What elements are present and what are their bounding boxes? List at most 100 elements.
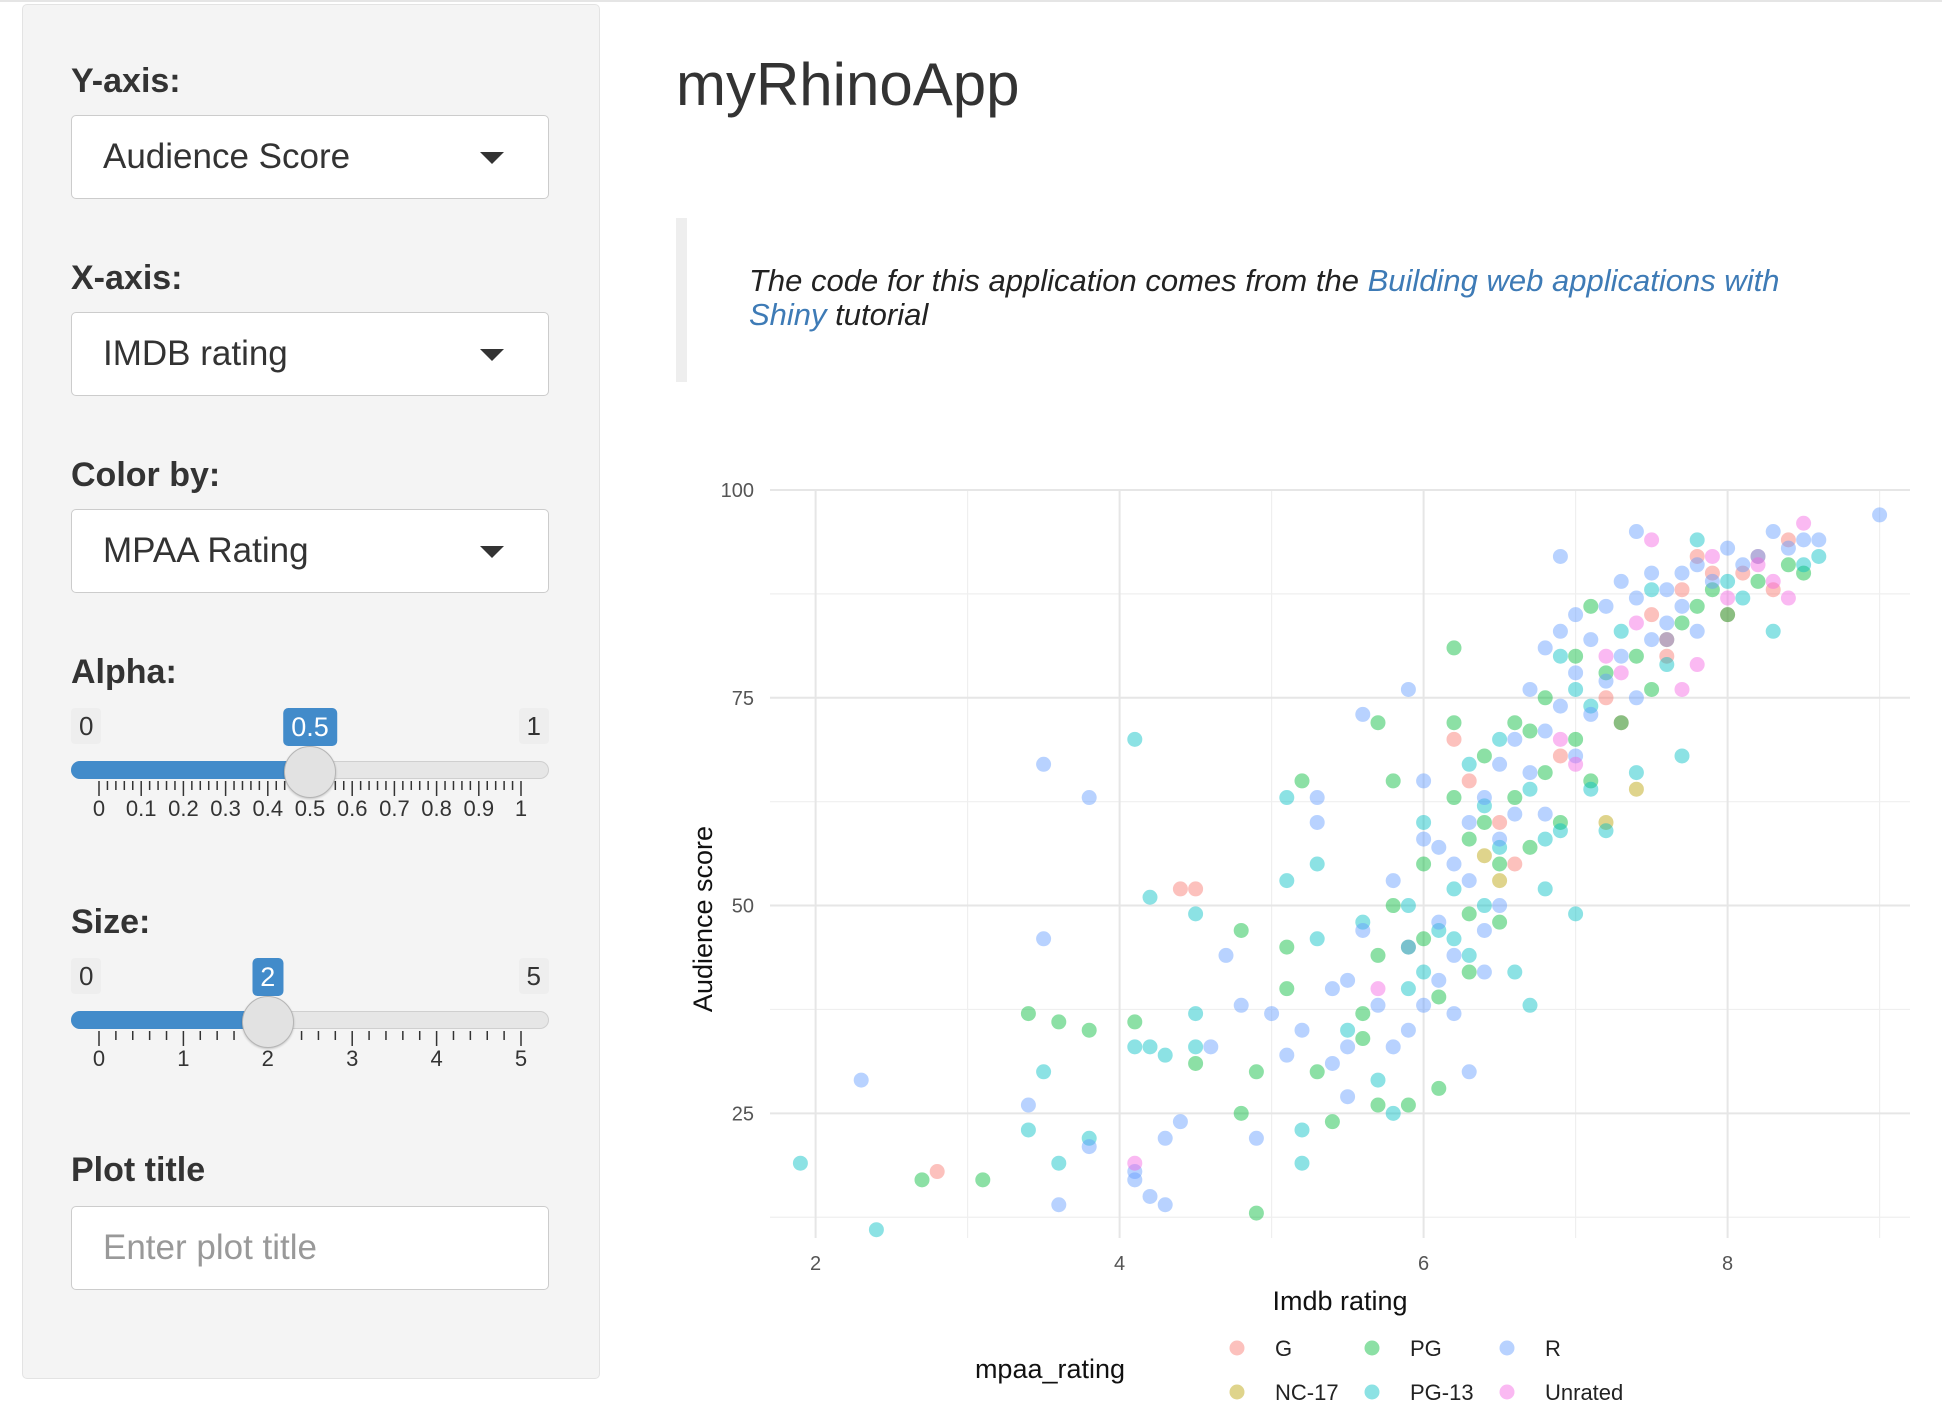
- point-pg-13: [792, 1155, 808, 1171]
- point-pg-13: [1811, 548, 1827, 564]
- point-r: [1644, 565, 1660, 581]
- point-pg: [1674, 615, 1690, 631]
- plot-title-input[interactable]: [71, 1206, 549, 1290]
- point-r: [1340, 1089, 1356, 1105]
- x-axis-select[interactable]: IMDB rating: [71, 312, 549, 396]
- point-r: [1157, 1130, 1173, 1146]
- point-pg-13: [1522, 781, 1538, 797]
- point-g: [1720, 607, 1736, 623]
- chevron-down-icon: [480, 152, 504, 164]
- point-r: [1476, 964, 1492, 980]
- y-tick-label: 75: [732, 688, 754, 710]
- point-r: [1720, 540, 1736, 556]
- point-pg-13: [1036, 1064, 1052, 1080]
- point-pg-13: [1340, 1022, 1356, 1038]
- y-tick-label: 50: [732, 896, 754, 918]
- point-pg-13: [1720, 573, 1736, 589]
- point-pg: [1233, 1105, 1249, 1121]
- alpha-tick-label: 0.4: [252, 796, 284, 821]
- point-r: [1036, 756, 1052, 772]
- point-r: [1324, 981, 1340, 997]
- point-pg: [1416, 931, 1432, 947]
- point-pg-13: [1142, 889, 1158, 905]
- x-tick-label: 8: [1722, 1253, 1733, 1275]
- point-r: [1537, 640, 1553, 656]
- point-pg: [1431, 989, 1447, 1005]
- point-pg: [1522, 723, 1538, 739]
- point-r: [1522, 681, 1538, 697]
- size-slider-handle[interactable]: [241, 996, 294, 1048]
- point-pg-13: [1476, 798, 1492, 814]
- point-pg-13: [1552, 823, 1568, 839]
- point-pg: [1461, 906, 1477, 922]
- color-by-select[interactable]: MPAA Rating: [71, 509, 549, 593]
- point-pg: [1081, 1022, 1097, 1038]
- y-axis-title: Audience score: [688, 826, 718, 1012]
- alpha-slider-handle[interactable]: [284, 746, 336, 798]
- point-r: [1628, 524, 1644, 540]
- point-r: [1659, 582, 1675, 598]
- legend-key-r: [1499, 1340, 1515, 1356]
- point-r: [1704, 573, 1720, 589]
- point-r: [1081, 790, 1097, 806]
- point-pg: [1492, 856, 1508, 872]
- point-r: [1051, 1197, 1067, 1213]
- point-pg: [1583, 773, 1599, 789]
- point-pg-13: [1416, 964, 1432, 980]
- point-r: [1568, 607, 1584, 623]
- plot-title-label: Plot title: [71, 1151, 206, 1189]
- point-pg-13: [1127, 731, 1143, 747]
- point-r: [1492, 898, 1508, 914]
- point-pg: [1248, 1064, 1264, 1080]
- point-r: [1340, 1039, 1356, 1055]
- chevron-down-icon: [480, 349, 504, 361]
- point-pg: [1355, 1031, 1371, 1047]
- tutorial-link[interactable]: Building web applications with Shiny: [749, 263, 1780, 332]
- point-g: [1552, 748, 1568, 764]
- point-unrated: [1127, 1155, 1143, 1171]
- size-tick-label: 2: [261, 1046, 274, 1071]
- quote-suffix: tutorial: [826, 297, 929, 332]
- point-pg: [1796, 565, 1812, 581]
- point-pg: [1385, 773, 1401, 789]
- legend-key-nc-17: [1229, 1384, 1245, 1400]
- point-r: [1036, 931, 1052, 947]
- point-unrated: [1613, 665, 1629, 681]
- legend-label: R: [1545, 1336, 1561, 1361]
- size-tick-label: 0: [92, 1046, 106, 1071]
- point-unrated: [1552, 731, 1568, 747]
- point-unrated: [1704, 548, 1720, 564]
- point-r: [1598, 673, 1614, 689]
- point-r: [1294, 1022, 1310, 1038]
- point-pg: [1446, 790, 1462, 806]
- point-pg: [1324, 1114, 1340, 1130]
- point-pg-13: [1020, 1122, 1036, 1138]
- legend-label: G: [1275, 1336, 1292, 1361]
- point-r: [1537, 806, 1553, 822]
- point-r: [1628, 590, 1644, 606]
- point-pg-13: [1476, 898, 1492, 914]
- point-pg: [1370, 1097, 1386, 1113]
- point-pg: [1309, 1064, 1325, 1080]
- point-r: [1522, 765, 1538, 781]
- size-tick-label: 5: [514, 1046, 528, 1071]
- point-g: [1461, 773, 1477, 789]
- y-axis-select[interactable]: Audience Score: [71, 115, 549, 199]
- point-r: [1780, 540, 1796, 556]
- point-pg-13: [1492, 839, 1508, 855]
- point-r: [1370, 997, 1386, 1013]
- point-pg: [1704, 582, 1720, 598]
- alpha-slider[interactable]: 0 1 0.5 0 0.1 0.2 0.3 0.4 0.5 0.6 0.7 0.8 0.9 1: [71, 708, 549, 858]
- point-pg: [1248, 1205, 1264, 1221]
- point-pg: [1583, 598, 1599, 614]
- point-r: [1127, 1172, 1143, 1188]
- point-r: [1461, 814, 1477, 830]
- size-value-badge: 2: [252, 958, 284, 996]
- point-pg-13: [1431, 922, 1447, 938]
- point-pg-13: [1188, 1039, 1204, 1055]
- alpha-tick-label: 0.5: [294, 796, 326, 821]
- size-slider[interactable]: 0 5 2 0 1 2 3 4 5: [71, 958, 549, 1108]
- point-r: [1689, 557, 1705, 573]
- point-r: [1020, 1097, 1036, 1113]
- point-r: [1279, 1047, 1295, 1063]
